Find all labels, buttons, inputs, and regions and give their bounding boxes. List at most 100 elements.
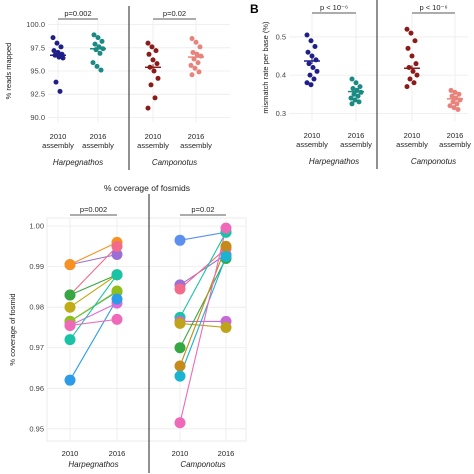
data-point — [220, 222, 232, 234]
data-point — [64, 259, 76, 271]
data-point — [312, 43, 318, 49]
data-point — [349, 101, 355, 107]
y-tick-label: 92.5 — [30, 90, 45, 99]
data-point — [192, 65, 198, 71]
data-point — [111, 285, 123, 297]
data-point — [410, 68, 416, 74]
group-label: Harpegnathos — [68, 460, 118, 469]
data-point — [310, 65, 316, 70]
series-line — [69, 298, 118, 381]
data-point — [307, 72, 313, 78]
panel-b: 0.3 0.4 0.5 mismatch rate per base (%) p < 1… — [261, 0, 471, 169]
data-point — [309, 53, 315, 59]
p-value-label: p < 10⁻⁶ — [419, 3, 447, 12]
data-point — [197, 44, 203, 50]
data-point — [151, 68, 157, 74]
data-point — [306, 61, 312, 67]
data-point — [97, 50, 103, 56]
data-point — [190, 49, 196, 55]
data-point — [357, 84, 363, 90]
y-tick-label: 0.95 — [29, 424, 44, 433]
data-point — [349, 76, 355, 82]
data-point — [155, 75, 161, 81]
data-point — [348, 95, 354, 101]
data-point — [195, 60, 201, 66]
group-label: Harpegnathos — [53, 158, 103, 167]
data-point — [174, 234, 186, 246]
data-point — [174, 417, 186, 429]
data-point — [404, 26, 410, 32]
chart-title: % coverage of fosmids — [104, 183, 190, 193]
data-point — [308, 82, 314, 88]
series-line — [69, 274, 118, 308]
group-label: Camponotus — [152, 158, 197, 167]
data-point — [90, 60, 96, 66]
data-point — [51, 48, 57, 54]
data-point — [352, 97, 358, 103]
data-point — [198, 53, 204, 59]
data-point — [404, 84, 410, 90]
data-point — [353, 80, 359, 86]
data-point — [64, 289, 76, 301]
data-point — [351, 91, 357, 97]
series-line — [69, 274, 118, 340]
y-tick-label: 0.5 — [276, 32, 286, 41]
y-tick-label: 97.5 — [30, 43, 45, 52]
data-point — [196, 69, 202, 75]
data-point — [174, 317, 186, 329]
y-tick-label: 0.96 — [29, 384, 44, 393]
data-point — [99, 38, 105, 44]
x-tick-label: 2016 — [109, 449, 126, 458]
data-point — [220, 251, 232, 263]
data-point — [454, 101, 460, 107]
data-point — [91, 32, 97, 38]
x-tick-label: 2016 assembly — [82, 132, 114, 150]
data-point — [174, 283, 186, 295]
data-point — [305, 49, 311, 55]
x-tick-label: 2010 — [172, 449, 189, 458]
data-point — [356, 99, 362, 105]
series-line — [69, 274, 118, 296]
panel-c: 0.95 0.96 0.97 0.98 0.99 1.00 % coverage of fo… — [8, 183, 247, 473]
group-label: Camponotus — [411, 157, 456, 166]
y-tick-label: 0.97 — [29, 343, 44, 352]
data-point — [452, 89, 458, 95]
data-point — [304, 80, 310, 86]
y-tick-label: 90.0 — [30, 113, 45, 122]
data-point — [314, 68, 320, 74]
data-point — [405, 45, 411, 51]
data-point — [414, 72, 420, 78]
data-point — [95, 35, 101, 41]
data-point — [450, 99, 456, 105]
data-point — [150, 57, 156, 63]
data-point — [174, 360, 186, 372]
p-value-label: p=0.02 — [191, 205, 214, 214]
series-line — [69, 241, 118, 266]
y-tick-label: 0.4 — [276, 71, 286, 80]
series-line — [179, 231, 227, 241]
y-tick-label: 100.0 — [26, 20, 45, 29]
data-point — [407, 76, 413, 82]
data-point — [413, 61, 419, 67]
series-line — [69, 253, 118, 266]
series-line — [179, 258, 227, 348]
y-tick-label: 0.98 — [29, 303, 44, 312]
x-tick-label: 2016 assembly — [180, 132, 212, 150]
group-label: Camponotus — [180, 460, 225, 469]
x-tick-label: 2010 assembly — [137, 132, 169, 150]
data-point — [111, 240, 123, 252]
series-line — [69, 245, 118, 296]
plot-area — [46, 217, 247, 442]
data-point — [406, 65, 412, 70]
data-point — [64, 301, 76, 313]
series-line — [179, 231, 227, 318]
y-tick-label: 0.3 — [276, 109, 286, 118]
data-point — [58, 44, 64, 50]
panel-a: 90.0 92.5 95.0 97.5 100.0 % reads mapped p=0.0… — [4, 6, 230, 170]
data-point — [411, 80, 417, 86]
y-axis-label: % coverage of fosmid — [8, 293, 17, 365]
data-point — [149, 44, 155, 50]
data-point — [188, 62, 194, 68]
x-tick-label: 2010 assembly — [42, 132, 74, 150]
